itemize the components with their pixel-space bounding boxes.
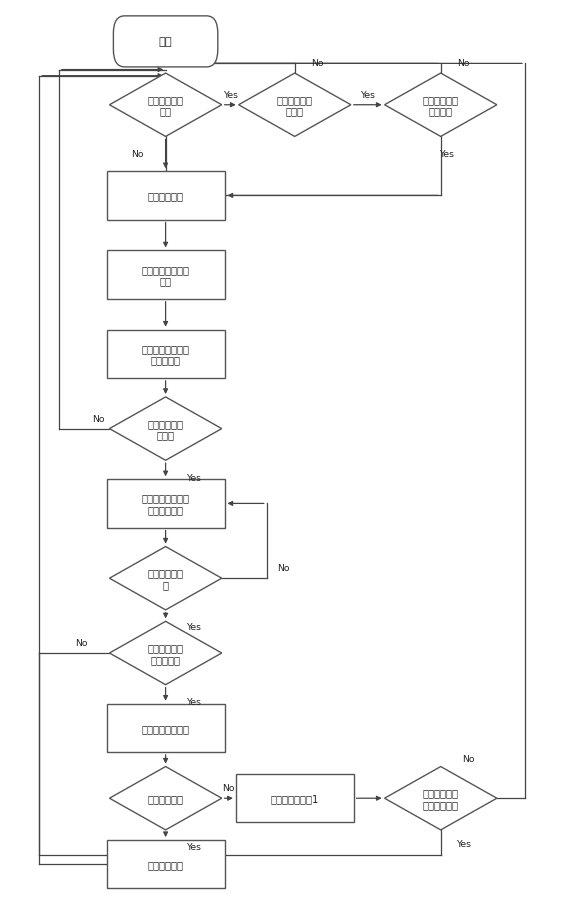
Polygon shape [109, 397, 222, 461]
Text: 判定主变是否
过负荷: 判定主变是否 过负荷 [147, 418, 184, 440]
Text: 设备拒动次数加1: 设备拒动次数加1 [270, 793, 319, 804]
Text: No: No [132, 149, 144, 159]
Text: No: No [222, 783, 235, 793]
Text: 是否有已确认
的待切负荷: 是否有已确认 的待切负荷 [147, 642, 184, 664]
Text: 下发遥控指令执行: 下发遥控指令执行 [142, 723, 189, 733]
Text: No: No [311, 59, 323, 68]
Text: Yes: Yes [186, 842, 201, 851]
Text: Yes: Yes [186, 697, 201, 706]
FancyBboxPatch shape [107, 840, 225, 888]
Text: 执行是否成功: 执行是否成功 [147, 793, 184, 804]
Text: 计算得到切负荷策
略并上送调度: 计算得到切负荷策 略并上送调度 [142, 493, 189, 515]
Text: 登记操作记录: 登记操作记录 [147, 859, 184, 869]
Text: Yes: Yes [186, 622, 201, 631]
FancyBboxPatch shape [113, 16, 218, 67]
FancyBboxPatch shape [107, 330, 225, 379]
FancyBboxPatch shape [107, 251, 225, 300]
Text: No: No [463, 754, 475, 763]
Polygon shape [239, 74, 351, 138]
Polygon shape [384, 767, 497, 830]
Polygon shape [109, 767, 222, 830]
Text: Yes: Yes [456, 840, 471, 848]
Text: 更新设备拓扑连接
关系: 更新设备拓扑连接 关系 [142, 264, 189, 286]
Polygon shape [109, 621, 222, 685]
Text: 检查闭锁条件: 检查闭锁条件 [147, 191, 184, 201]
Polygon shape [109, 547, 222, 610]
Text: Yes: Yes [186, 473, 201, 482]
FancyBboxPatch shape [236, 774, 354, 823]
FancyBboxPatch shape [107, 480, 225, 528]
Text: No: No [457, 59, 469, 68]
Text: 设备拒动次数
是否到达限值: 设备拒动次数 是否到达限值 [423, 787, 459, 809]
Text: 调度是否已确
认: 调度是否已确 认 [147, 568, 184, 589]
Text: 调度是否投入
本模块: 调度是否投入 本模块 [277, 95, 313, 117]
Text: No: No [277, 564, 290, 572]
Polygon shape [384, 74, 497, 138]
Text: No: No [75, 639, 88, 647]
Text: Yes: Yes [223, 90, 238, 99]
Text: 是否已到调节
间隔时间: 是否已到调节 间隔时间 [423, 95, 459, 117]
Polygon shape [109, 74, 222, 138]
Text: Yes: Yes [439, 149, 454, 159]
Text: 更新设备遥测量和
遥信状态值: 更新设备遥测量和 遥信状态值 [142, 343, 189, 365]
Text: Yes: Yes [360, 90, 375, 99]
FancyBboxPatch shape [107, 172, 225, 220]
Text: 开始: 开始 [159, 37, 172, 47]
Text: 是否处于调节
闭锁: 是否处于调节 闭锁 [147, 95, 184, 117]
FancyBboxPatch shape [107, 704, 225, 752]
Text: No: No [92, 415, 104, 423]
